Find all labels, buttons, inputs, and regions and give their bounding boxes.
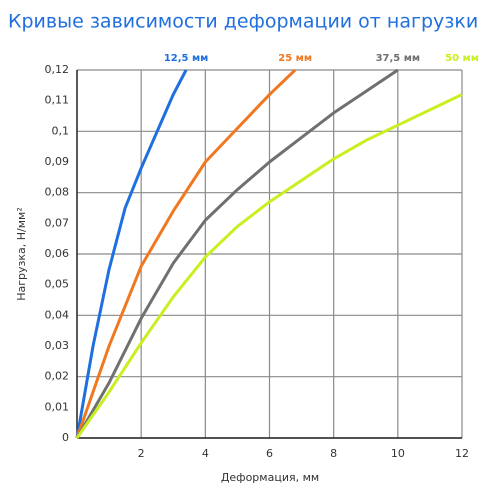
legend-label: 37,5 мм (376, 53, 421, 64)
y-tick-label: 0,09 (45, 155, 70, 168)
line (75, 69, 188, 439)
y-tick-label: 0,04 (45, 308, 70, 321)
x-axis-label: Деформация, мм (221, 471, 319, 484)
y-axis-label: Нагрузка, Н/мм² (15, 207, 28, 301)
legend-label: 25 мм (278, 53, 312, 64)
line (75, 93, 463, 439)
y-tick-label: 0,12 (45, 63, 70, 76)
y-tick-label: 0,1 (52, 124, 70, 137)
x-tick-label: 6 (266, 447, 273, 460)
x-tick-label: 4 (202, 447, 209, 460)
y-tick-label: 0,03 (45, 339, 70, 352)
y-tick-label: 0,07 (45, 216, 70, 229)
y-tick-label: 0,08 (45, 186, 70, 199)
y-tick-label: 0,05 (45, 278, 70, 291)
chart-title: Кривые зависимости деформации от нагрузк… (8, 11, 478, 33)
x-tick-label: 8 (330, 447, 337, 460)
x-tick-label: 10 (391, 447, 405, 460)
y-tick-label: 0,01 (45, 400, 70, 413)
y-tick-label: 0,11 (45, 94, 70, 107)
y-tick-label: 0,06 (45, 247, 70, 260)
legend-label: 50 мм (445, 53, 479, 64)
x-tick-label: 2 (138, 447, 145, 460)
y-tick-label: 0,02 (45, 370, 70, 383)
y-tick-label: 0 (62, 431, 69, 444)
line (75, 68, 399, 439)
x-tick-label: 12 (455, 447, 469, 460)
legend-label: 12,5 мм (164, 53, 209, 64)
line (75, 68, 297, 439)
